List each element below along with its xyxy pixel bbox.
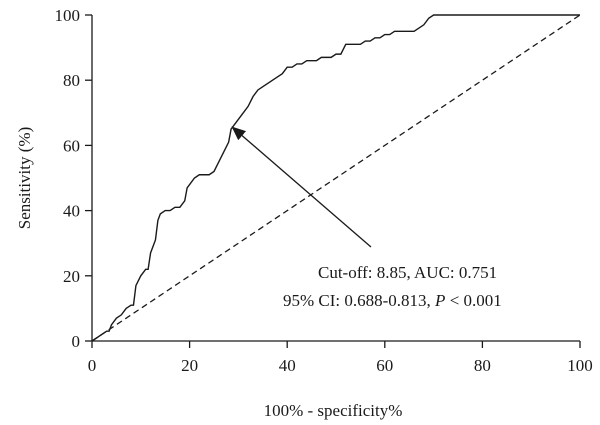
p-symbol: P — [434, 291, 445, 310]
y-tick-label: 100 — [55, 6, 81, 25]
y-tick-label: 40 — [63, 202, 80, 221]
x-tick-label: 100 — [567, 356, 593, 375]
roc-curve-line — [91, 14, 580, 342]
x-tick-label: 20 — [181, 356, 198, 375]
annotation-arrow — [231, 126, 372, 248]
reference-diagonal-line — [91, 14, 581, 342]
y-tick-label: 0 — [72, 332, 81, 351]
annotation-line-2: 95% CI: 0.688-0.813, P < 0.001 — [283, 291, 502, 310]
y-tick-label: 80 — [63, 71, 80, 90]
y-axis-label: Sensitivity (%) — [15, 127, 34, 229]
y-tick-label: 20 — [63, 267, 80, 286]
x-tick-label: 40 — [279, 356, 296, 375]
annotation-line-1: Cut-off: 8.85, AUC: 0.751 — [318, 263, 497, 282]
y-tick-label: 60 — [63, 136, 80, 155]
x-tick-label: 0 — [88, 356, 97, 375]
series-layer — [91, 14, 581, 342]
x-tick-label: 60 — [376, 356, 393, 375]
axes: 0 20 40 60 80 100 0 20 40 60 80 100 100% - specifici… — [15, 6, 593, 420]
annotation: Cut-off: 8.85, AUC: 0.751 95% CI: 0.688-0… — [231, 126, 502, 310]
x-tick-label: 80 — [474, 356, 491, 375]
x-axis-label: 100% - specificity% — [264, 401, 403, 420]
